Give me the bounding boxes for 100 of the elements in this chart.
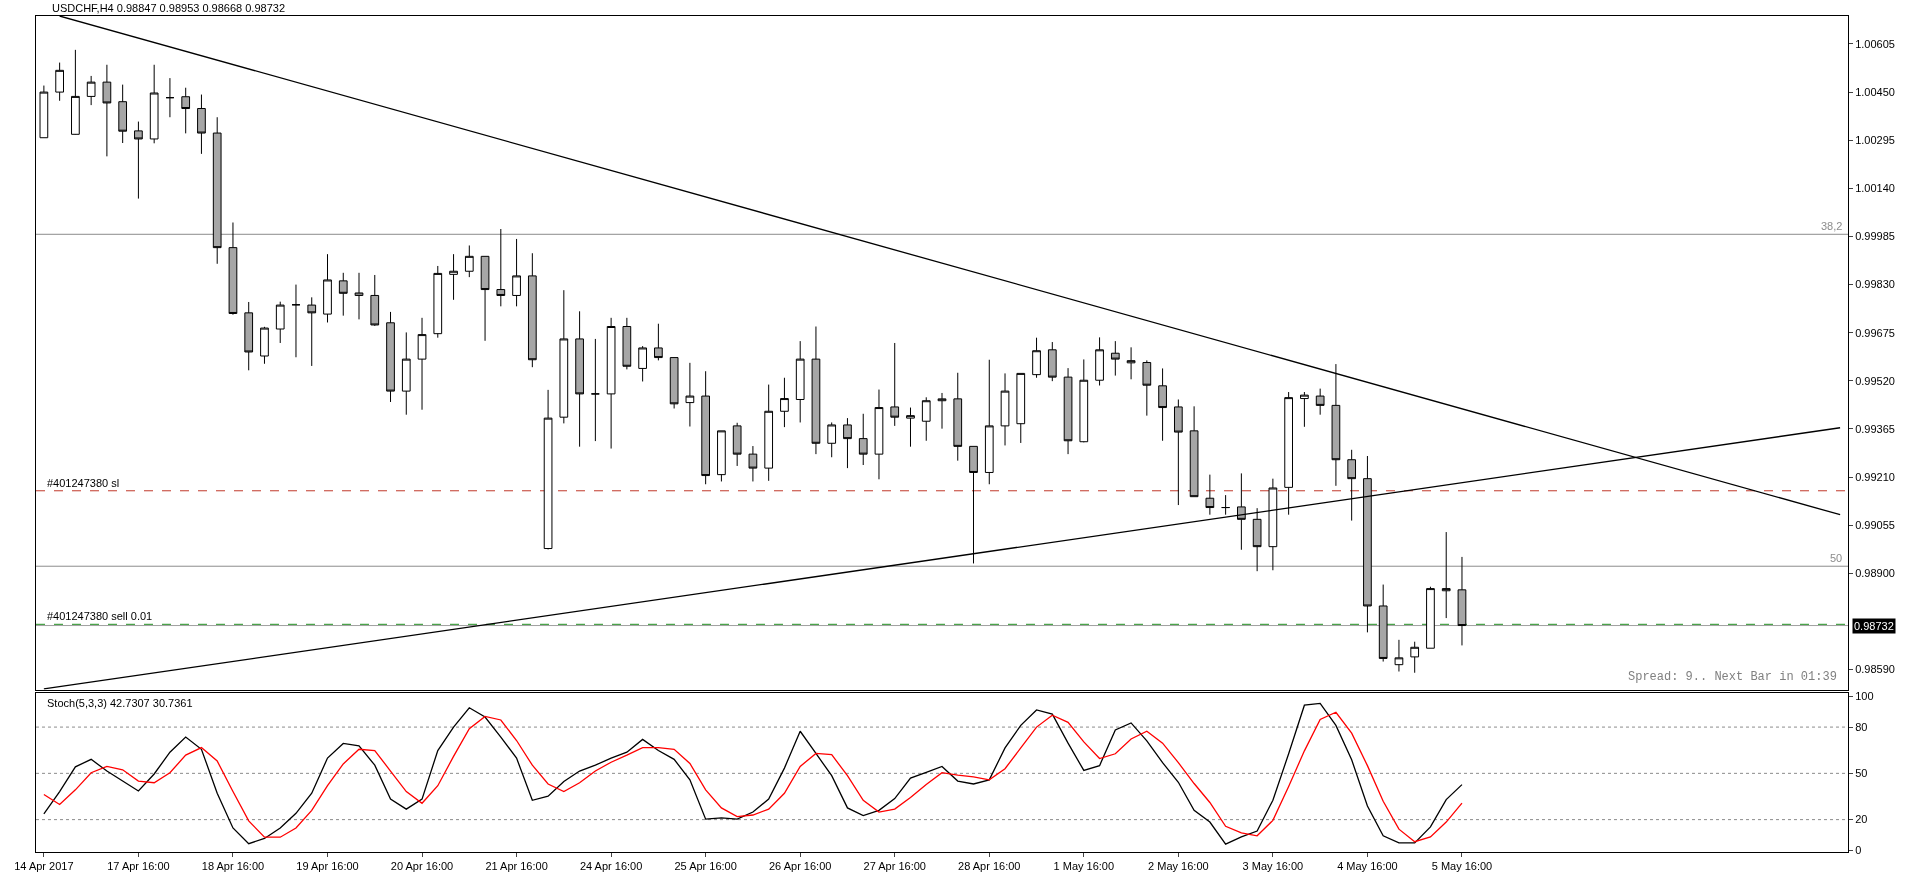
candlestick	[228, 221, 238, 316]
candlestick	[685, 362, 695, 427]
y-tick-label: 0.99675	[1855, 326, 1895, 339]
x-tick-label: 25 Apr 16:00	[674, 860, 737, 873]
candlestick	[921, 396, 931, 442]
candlestick	[654, 323, 663, 361]
y-tick-label: 0.99210	[1855, 470, 1895, 483]
candlestick	[464, 244, 474, 278]
y-tick-label: 1.00295	[1855, 134, 1895, 147]
candlestick	[134, 121, 143, 200]
candlestick	[212, 116, 222, 265]
candlestick	[591, 338, 600, 442]
candlestick	[1315, 388, 1325, 416]
candlestick	[1079, 358, 1089, 443]
candlestick	[874, 389, 884, 480]
candlestick	[780, 377, 789, 428]
x-tick-label: 26 Apr 16:00	[768, 860, 832, 873]
candlestick	[1110, 340, 1120, 377]
candlestick	[953, 372, 963, 462]
candlestick	[1189, 405, 1199, 498]
candlestick	[906, 407, 915, 448]
candlestick	[795, 340, 805, 423]
ref-line-label: 0.98732	[1854, 620, 1894, 632]
y-tick-label: 20	[1855, 813, 1868, 826]
candlestick	[1441, 531, 1451, 619]
x-tick-label: 27 Apr 16:00	[863, 860, 926, 873]
candlestick	[937, 392, 947, 430]
candlestick	[338, 272, 348, 317]
x-tick-label: 1 May 16:00	[1053, 860, 1115, 873]
candlestick	[197, 94, 206, 155]
candlestick	[1268, 478, 1278, 571]
candlestick	[181, 87, 191, 134]
candlestick	[717, 430, 726, 482]
candlestick	[401, 331, 411, 416]
x-tick-label: 5 May 16:00	[1431, 860, 1493, 873]
x-tick-label: 18 Apr 16:00	[201, 860, 265, 873]
candlestick	[323, 253, 332, 323]
candlestick	[480, 255, 490, 342]
y-tick-label: 0.98900	[1855, 567, 1895, 580]
candlestick	[1205, 474, 1215, 516]
candlestick	[843, 417, 852, 469]
candlestick	[1000, 372, 1010, 446]
candlestick	[606, 317, 616, 450]
candlestick	[1142, 359, 1152, 417]
candlestick	[39, 85, 49, 139]
candlestick	[638, 345, 647, 382]
candlestick	[1158, 367, 1167, 442]
candlestick	[1126, 346, 1136, 380]
chart-title: USDCHF,H4 0.98847 0.98953 0.98668 0.98732	[52, 2, 286, 14]
x-tick-label: 21 Apr 16:00	[485, 860, 548, 873]
candlestick	[449, 253, 458, 301]
x-tick-label: 3 May 16:00	[1242, 860, 1304, 873]
candlestick	[1047, 341, 1057, 382]
candlestick	[1347, 449, 1357, 522]
candlestick	[417, 317, 427, 411]
candlestick	[102, 64, 112, 157]
ref-line-label: #401247380 sell 0.01	[47, 610, 153, 622]
candlestick	[370, 274, 380, 327]
y-tick-label: 1.00450	[1855, 85, 1895, 98]
candlestick	[86, 75, 96, 106]
ref-line-label: #401247380 sl	[47, 477, 120, 489]
candlestick	[244, 301, 254, 371]
y-tick-label: 1.00605	[1855, 37, 1895, 50]
candlestick	[858, 413, 868, 466]
candlestick	[827, 421, 837, 458]
candlestick	[1095, 336, 1104, 387]
candlestick	[386, 311, 395, 403]
x-tick-label: 24 Apr 16:00	[579, 860, 643, 873]
candlestick	[260, 326, 269, 365]
candlestick	[969, 445, 978, 564]
candlestick	[1237, 472, 1246, 551]
candlestick	[1063, 367, 1073, 455]
candlestick	[1032, 337, 1041, 379]
y-tick-label: 0.99985	[1855, 230, 1895, 243]
y-tick-label: 0.98590	[1855, 663, 1895, 676]
candlestick	[55, 62, 64, 102]
y-tick-label: 80	[1855, 720, 1868, 733]
candlestick	[527, 252, 537, 368]
x-tick-label: 4 May 16:00	[1337, 860, 1398, 873]
candlestick	[732, 422, 742, 467]
candlestick	[1300, 391, 1309, 428]
x-tick-label: 14 Apr 2017	[14, 860, 74, 873]
x-tick-label: 28 Apr 16:00	[958, 860, 1021, 873]
candlestick	[1410, 641, 1420, 674]
chart-title: Stoch(5,3,3) 42.7307 30.7361	[47, 697, 193, 709]
candlestick	[575, 310, 584, 448]
annotation: 38,2	[1821, 220, 1843, 232]
x-tick-label: 2 May 16:00	[1148, 860, 1209, 873]
candlestick	[496, 228, 506, 307]
y-tick-label: 0.99520	[1855, 374, 1895, 387]
candlestick	[543, 389, 553, 550]
candlestick	[811, 326, 821, 455]
candlestick	[559, 289, 569, 424]
candlestick	[1252, 507, 1262, 572]
candlestick	[1426, 586, 1435, 649]
x-tick-label: 20 Apr 16:00	[390, 860, 454, 873]
y-tick-label: 100	[1855, 690, 1874, 703]
candlestick	[669, 357, 679, 409]
candlestick	[1394, 639, 1404, 672]
x-tick-label: 19 Apr 16:00	[296, 860, 359, 873]
